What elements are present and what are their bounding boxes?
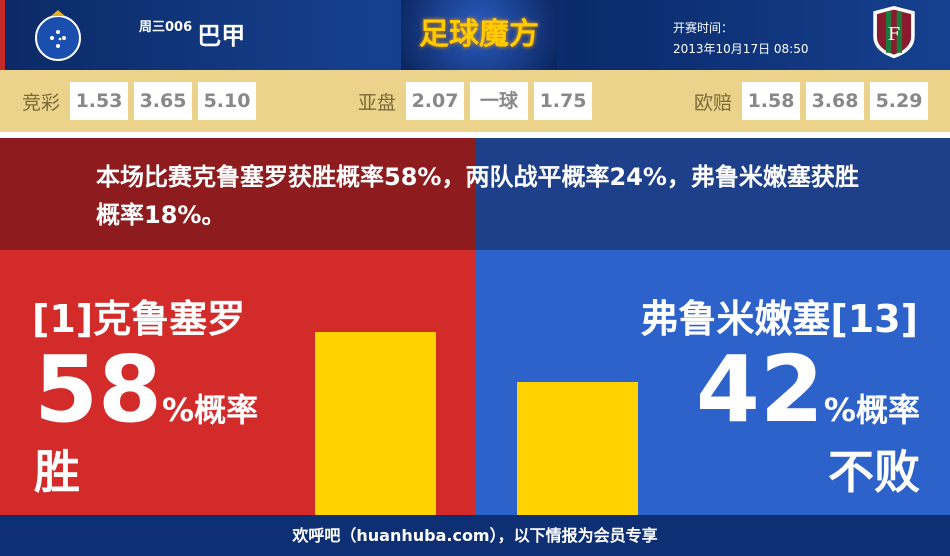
- away-result: 不败: [828, 445, 920, 499]
- kickoff-time: 2013年10月17日 08:50: [673, 42, 809, 56]
- yapan-odds: 亚盘 2.07 一球 1.75: [358, 82, 593, 120]
- away-percent: 42: [695, 336, 824, 443]
- match-header: 周三006 巴甲 足球魔方 开赛时间： 2013年10月17日 08:50 F: [0, 0, 950, 70]
- summary-bg-away: [476, 138, 950, 250]
- odds-label: 亚盘: [358, 91, 397, 114]
- percent-unit: %概率: [823, 391, 920, 429]
- odds-value: 5.29: [870, 82, 929, 120]
- match-number: 周三006: [139, 20, 193, 35]
- home-probability: 58%概率: [34, 336, 258, 443]
- home-team-logo: [35, 10, 81, 61]
- brand-logo: 足球魔方: [401, 0, 557, 70]
- odds-label: 竞彩: [22, 91, 61, 114]
- league-name: 巴甲: [197, 22, 246, 50]
- odds-value: 1.75: [534, 82, 593, 120]
- away-team-logo: F: [873, 6, 915, 59]
- odds-value: 5.10: [198, 82, 257, 120]
- odds-value: 1.53: [70, 82, 129, 120]
- jingcai-odds: 竞彩 1.53 3.65 5.10: [22, 82, 257, 120]
- odds-value: 3.65: [134, 82, 193, 120]
- percent-unit: %概率: [162, 391, 259, 429]
- away-team-name: 弗鲁米嫩塞[13]: [640, 297, 918, 341]
- oupei-odds: 欧赔 1.58 3.68 5.29: [694, 82, 929, 120]
- odds-value: 1.58: [742, 82, 801, 120]
- odds-value: 一球: [470, 82, 529, 120]
- home-panel: [1]克鲁塞罗 58%概率 胜: [0, 250, 476, 515]
- home-result: 胜: [34, 445, 80, 499]
- odds-bar: 竞彩 1.53 3.65 5.10 亚盘 2.07 一球 1.75 欧赔 1.5…: [0, 70, 950, 132]
- odds-value: 3.68: [806, 82, 865, 120]
- kickoff-info: 开赛时间： 2013年10月17日 08:50: [673, 18, 808, 60]
- odds-value: 2.07: [406, 82, 465, 120]
- home-team-name: [1]克鲁塞罗: [32, 297, 246, 341]
- league-label: 周三006 巴甲: [139, 16, 245, 51]
- away-probability: 42%概率: [696, 336, 920, 443]
- probability-summary: 本场比赛克鲁塞罗获胜概率58%，两队战平概率24%，弗鲁米嫩塞获胜概率18%。: [96, 163, 859, 229]
- svg-text:F: F: [888, 24, 901, 45]
- home-probability-bar: [315, 332, 436, 515]
- away-probability-bar: [517, 382, 638, 515]
- away-panel: 弗鲁米嫩塞[13] 42%概率 不败: [476, 250, 950, 515]
- footer-notice: 欢呼吧（huanhuba.com），以下情报为会员专享: [0, 515, 950, 556]
- summary-bg-home: [0, 138, 476, 250]
- home-percent: 58: [34, 336, 163, 443]
- odds-label: 欧赔: [694, 91, 733, 114]
- kickoff-label: 开赛时间：: [673, 21, 734, 35]
